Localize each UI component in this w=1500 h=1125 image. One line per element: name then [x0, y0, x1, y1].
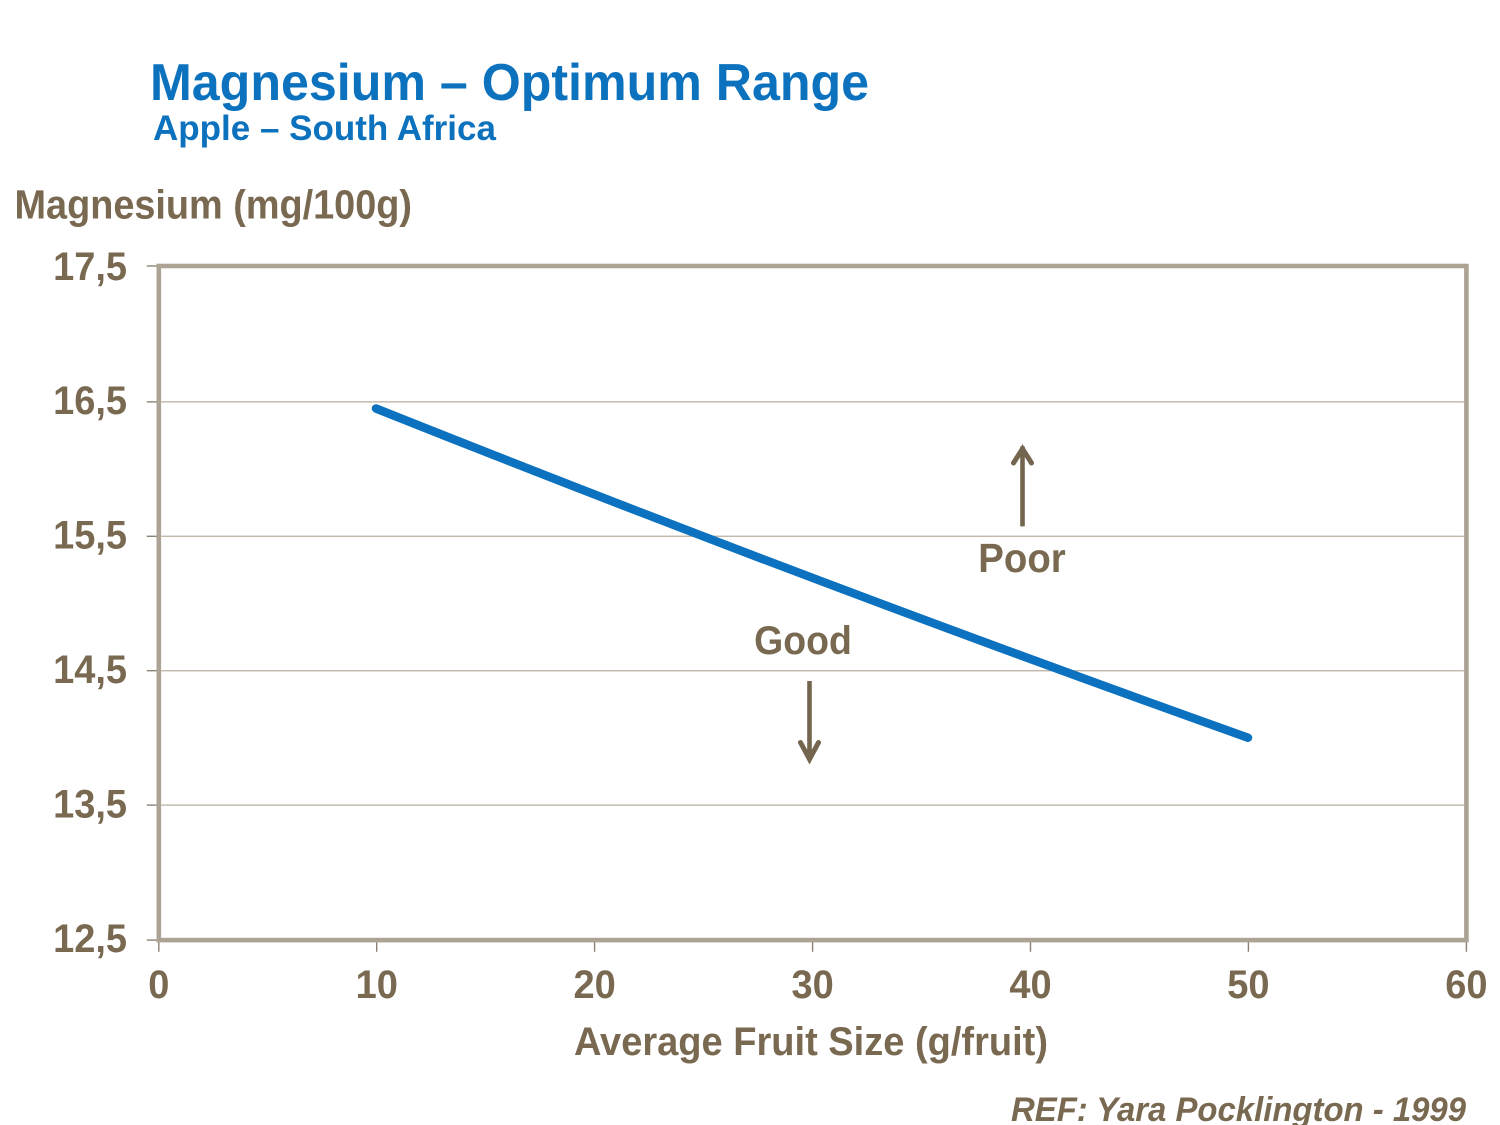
svg-text:Good: Good [754, 619, 852, 663]
svg-text:40: 40 [1009, 963, 1051, 1007]
svg-text:Magnesium – Optimum Range: Magnesium – Optimum Range [150, 53, 869, 111]
svg-text:50: 50 [1227, 963, 1269, 1007]
svg-text:13,5: 13,5 [53, 782, 127, 826]
svg-text:Poor: Poor [978, 536, 1065, 581]
svg-text:Average Fruit Size (g/fruit): Average Fruit Size (g/fruit) [574, 1020, 1048, 1064]
svg-text:14,5: 14,5 [53, 648, 127, 692]
svg-text:16,5: 16,5 [53, 379, 127, 423]
svg-text:0: 0 [148, 963, 169, 1007]
svg-text:30: 30 [791, 963, 833, 1007]
svg-text:Magnesium (mg/100g): Magnesium (mg/100g) [15, 183, 412, 227]
svg-text:17,5: 17,5 [53, 245, 127, 289]
svg-text:20: 20 [573, 963, 615, 1007]
svg-text:REF: Yara Pocklington - 1999: REF: Yara Pocklington - 1999 [1011, 1092, 1466, 1125]
svg-text:12,5: 12,5 [53, 917, 127, 961]
svg-text:15,5: 15,5 [53, 514, 127, 558]
svg-text:10: 10 [356, 963, 398, 1007]
svg-text:Apple – South Africa: Apple – South Africa [153, 109, 496, 148]
svg-text:60: 60 [1445, 963, 1487, 1007]
